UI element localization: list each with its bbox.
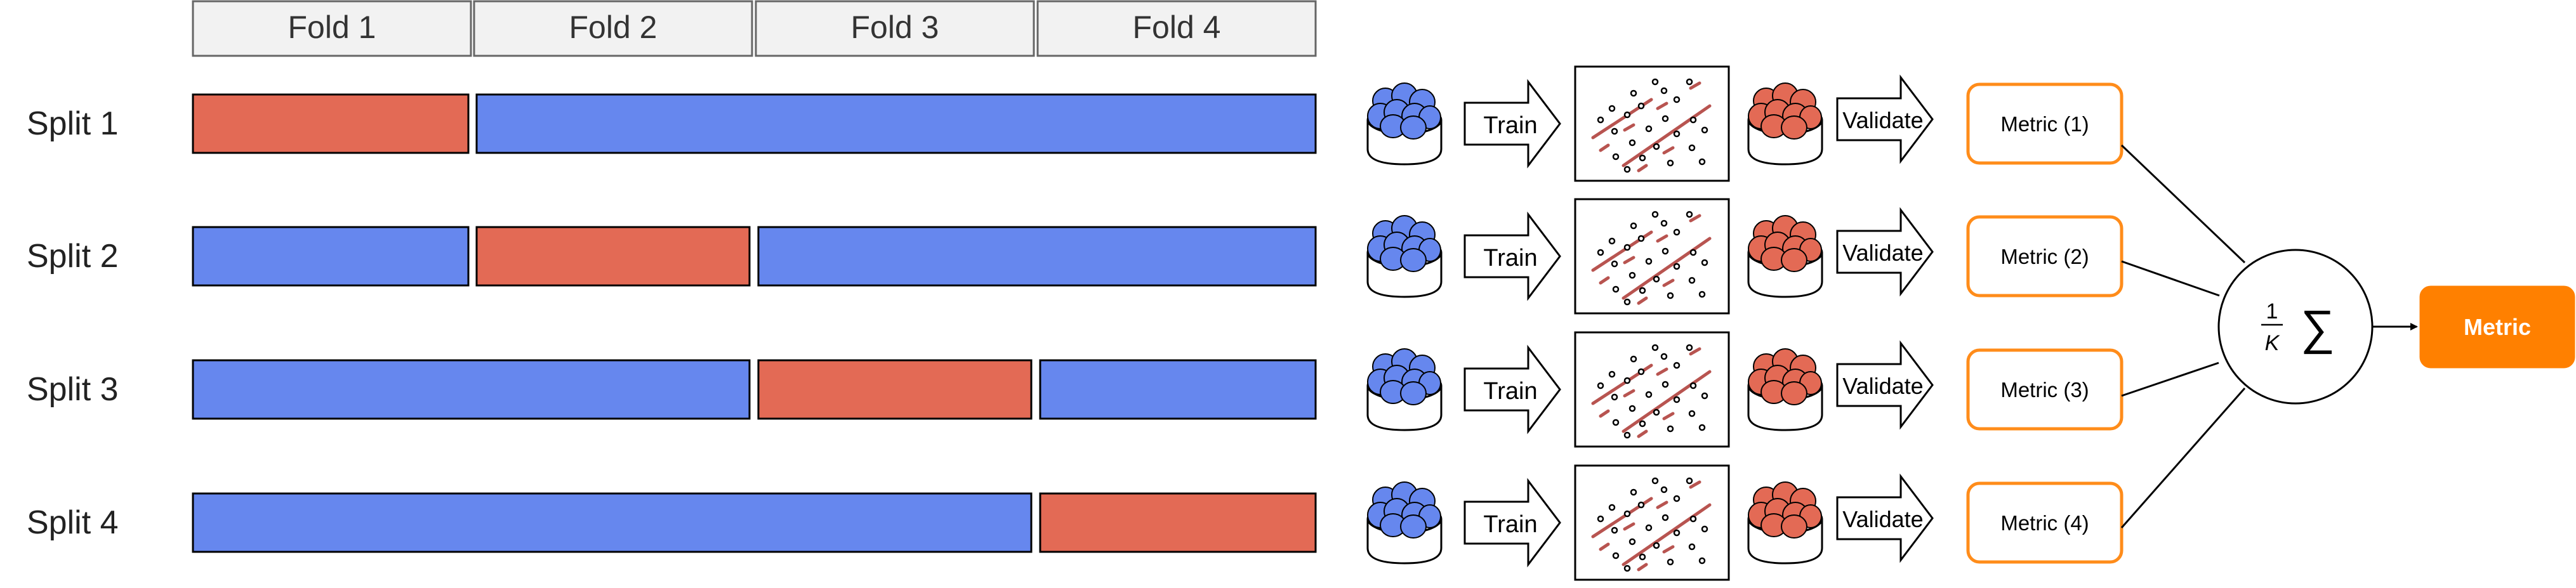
metric-box: Metric (4) bbox=[1966, 481, 2124, 564]
frac-denominator: K bbox=[2265, 331, 2280, 355]
training-folds-bar bbox=[192, 359, 751, 420]
frac-numerator: 1 bbox=[2266, 299, 2278, 323]
train-arrow: Train bbox=[1463, 213, 1561, 299]
metric-label: Metric (1) bbox=[2000, 112, 2089, 136]
connector-line bbox=[2120, 388, 2246, 528]
sum-symbol: ∑ bbox=[2301, 301, 2335, 355]
metric-label: Metric (4) bbox=[2000, 511, 2089, 535]
validate-label: Validate bbox=[1842, 107, 1923, 133]
training-folds-bar bbox=[757, 226, 1317, 287]
train-label: Train bbox=[1483, 112, 1537, 139]
connector-line bbox=[2121, 260, 2220, 297]
validate-label: Validate bbox=[1842, 506, 1923, 532]
aggregator-node: 1 K ∑ bbox=[2120, 144, 2374, 528]
train-arrow: Train bbox=[1463, 480, 1561, 566]
training-folds-bar bbox=[192, 226, 470, 287]
train-label: Train bbox=[1483, 245, 1537, 271]
validate-arrow: Validate bbox=[1836, 342, 1934, 428]
training-folds-bar bbox=[192, 492, 1033, 553]
fold-header-label: Fold 3 bbox=[851, 10, 939, 45]
split-label: Split 4 bbox=[27, 504, 119, 541]
split-label: Split 3 bbox=[27, 371, 119, 408]
split-label: Split 1 bbox=[27, 105, 119, 142]
split-row: Split 1 Train Validate Metric (1) bbox=[27, 67, 2124, 181]
sum-circle bbox=[2217, 249, 2374, 405]
train-label: Train bbox=[1483, 378, 1537, 405]
validate-arrow: Validate bbox=[1836, 209, 1934, 295]
connector-line bbox=[2121, 362, 2219, 397]
metric-box: Metric (3) bbox=[1966, 348, 2124, 431]
metric-box: Metric (1) bbox=[1966, 82, 2124, 165]
fold-header-label: Fold 2 bbox=[569, 10, 657, 45]
train-label: Train bbox=[1483, 511, 1537, 538]
scatter-plot-icon bbox=[1575, 199, 1729, 313]
fold-header-4: Fold 4 bbox=[1036, 0, 1317, 57]
training-folds-bar bbox=[475, 93, 1317, 154]
blue-data-bowl-icon bbox=[1366, 214, 1443, 298]
metric-label: Metric (3) bbox=[2000, 378, 2089, 402]
blue-data-bowl-icon bbox=[1366, 481, 1443, 565]
fold-header-label: Fold 1 bbox=[288, 10, 376, 45]
metric-label: Metric (2) bbox=[2000, 245, 2089, 268]
scatter-plot-icon bbox=[1575, 332, 1729, 447]
validation-fold-bar bbox=[475, 226, 751, 287]
validation-fold-bar bbox=[1039, 492, 1317, 553]
final-metric-label: Metric bbox=[2464, 314, 2531, 340]
validate-arrow: Validate bbox=[1836, 475, 1934, 561]
red-data-bowl-icon bbox=[1747, 481, 1823, 565]
validate-arrow: Validate bbox=[1836, 76, 1934, 162]
train-arrow: Train bbox=[1463, 346, 1561, 433]
blue-data-bowl-icon bbox=[1366, 348, 1443, 431]
fold-header-3: Fold 3 bbox=[755, 0, 1035, 57]
blue-data-bowl-icon bbox=[1366, 82, 1443, 166]
split-row: Split 2 Train Validate Metric (2) bbox=[27, 199, 2124, 313]
final-metric-box: Metric bbox=[2419, 285, 2575, 369]
validation-fold-bar bbox=[757, 359, 1033, 420]
train-arrow: Train bbox=[1463, 81, 1561, 167]
split-row: Split 3 Train Validate Metric (3) bbox=[27, 332, 2124, 447]
split-label: Split 2 bbox=[27, 238, 119, 275]
metric-box: Metric (2) bbox=[1966, 215, 2124, 297]
validation-fold-bar bbox=[192, 93, 470, 154]
scatter-plot-icon bbox=[1575, 466, 1729, 580]
validate-label: Validate bbox=[1842, 373, 1923, 399]
scatter-plot-icon bbox=[1575, 67, 1729, 181]
connector-line bbox=[2120, 144, 2246, 264]
red-data-bowl-icon bbox=[1747, 348, 1823, 431]
fold-header-row: Fold 1 Fold 2 Fold 3 Fold 4 bbox=[192, 0, 1317, 57]
red-data-bowl-icon bbox=[1747, 214, 1823, 298]
split-row: Split 4 Train Validate Metric (4) bbox=[27, 466, 2124, 580]
training-folds-bar bbox=[1039, 359, 1317, 420]
fold-header-label: Fold 4 bbox=[1133, 10, 1221, 45]
red-data-bowl-icon bbox=[1747, 82, 1823, 166]
validate-label: Validate bbox=[1842, 240, 1923, 266]
fold-header-1: Fold 1 bbox=[192, 0, 472, 57]
fold-header-2: Fold 2 bbox=[473, 0, 753, 57]
